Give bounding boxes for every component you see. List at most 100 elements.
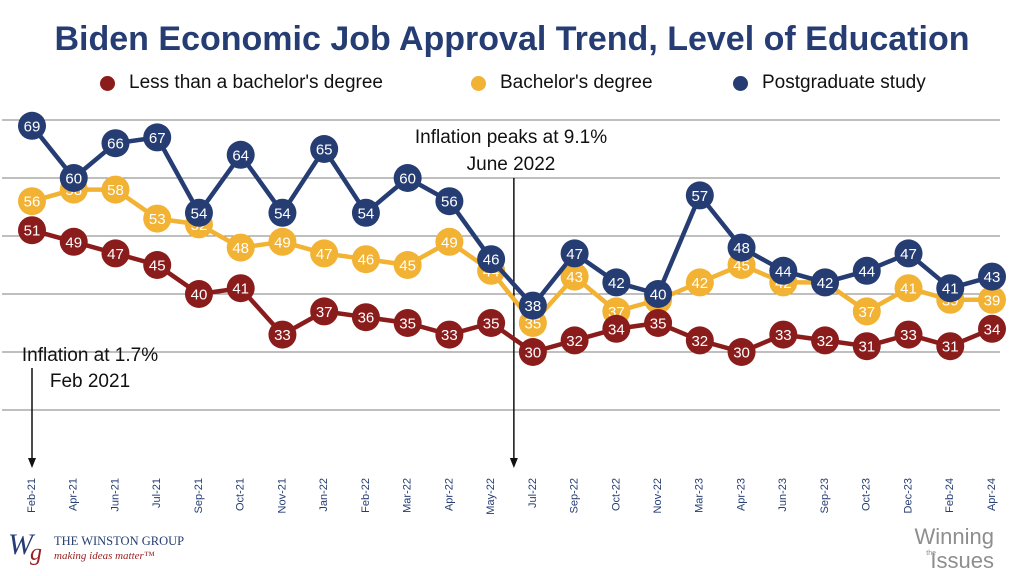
x-tick-label: Sep-21 bbox=[193, 478, 205, 513]
x-tick-label: Jun-23 bbox=[777, 478, 789, 512]
data-point bbox=[518, 338, 547, 366]
x-axis-ticks: Feb-21 Apr-21 Jun-21 Jul-21 Sep-21 Oct-21 Nov-… bbox=[26, 478, 998, 515]
legend-label: Less than a bachelor's degree bbox=[129, 72, 383, 93]
data-point bbox=[143, 251, 172, 279]
data-point bbox=[978, 262, 1006, 291]
annotations: Inflation at 1.7% Feb 2021 Inflation peaks… bbox=[22, 127, 607, 468]
data-point bbox=[310, 135, 339, 163]
data-label: 60 bbox=[65, 171, 82, 188]
data-label: 32 bbox=[817, 333, 834, 350]
x-tick-label: Sep-22 bbox=[569, 478, 581, 513]
data-point bbox=[143, 204, 172, 233]
x-tick-label: Dec-23 bbox=[902, 478, 914, 513]
x-tick-label: Feb-21 bbox=[26, 478, 38, 513]
data-label: 58 bbox=[107, 182, 124, 199]
data-label: 34 bbox=[608, 321, 625, 338]
legend: Less than a bachelor's degree Bachelor's… bbox=[0, 72, 1024, 100]
data-label: 46 bbox=[483, 252, 500, 269]
data-label: 48 bbox=[733, 240, 750, 257]
data-point bbox=[351, 198, 380, 227]
data-point bbox=[936, 332, 965, 361]
legend-item-less-than-bachelors: Less than a bachelor's degree bbox=[100, 72, 383, 94]
data-label: 30 bbox=[733, 345, 750, 362]
winston-group-logo: W g THE WINSTON GROUP making ideas matte… bbox=[8, 528, 208, 572]
data-label: 51 bbox=[24, 223, 41, 240]
data-point bbox=[268, 320, 297, 349]
x-tick-label: Nov-21 bbox=[276, 478, 288, 513]
data-point bbox=[560, 239, 589, 268]
data-label: 43 bbox=[984, 269, 1001, 286]
data-label: 41 bbox=[232, 281, 249, 298]
x-tick-label: May-22 bbox=[485, 478, 497, 515]
x-tick-label: Feb-22 bbox=[360, 478, 372, 513]
data-label: 56 bbox=[441, 194, 458, 211]
data-label: 33 bbox=[775, 327, 792, 344]
data-label: 39 bbox=[984, 292, 1001, 309]
data-point bbox=[351, 303, 380, 332]
data-point bbox=[18, 111, 46, 140]
data-label: 42 bbox=[817, 275, 834, 292]
data-point bbox=[685, 268, 714, 297]
annotation-arrowhead bbox=[509, 458, 518, 468]
data-label: 32 bbox=[566, 333, 583, 350]
data-point bbox=[393, 251, 422, 279]
data-label: 54 bbox=[274, 205, 291, 222]
data-point bbox=[894, 320, 923, 349]
logo-tagline: making ideas matter™ bbox=[54, 550, 155, 562]
data-label: 48 bbox=[232, 240, 249, 257]
data-label: 49 bbox=[274, 234, 291, 251]
annotation-text-line2: June 2022 bbox=[467, 154, 556, 175]
logo-mark-g: g bbox=[30, 540, 42, 566]
data-label: 45 bbox=[733, 258, 750, 275]
data-point bbox=[560, 326, 589, 355]
data-point bbox=[894, 239, 923, 268]
data-point bbox=[226, 140, 255, 169]
data-point bbox=[811, 326, 840, 355]
series-line bbox=[31, 228, 993, 355]
legend-marker bbox=[471, 75, 486, 91]
data-label: 36 bbox=[358, 310, 375, 327]
data-label: 33 bbox=[274, 327, 291, 344]
x-tick-label: Mar-22 bbox=[402, 478, 414, 513]
x-tick-label: Jun-21 bbox=[109, 478, 121, 512]
data-point bbox=[811, 268, 840, 297]
data-point bbox=[351, 245, 380, 274]
data-label: 65 bbox=[316, 142, 333, 159]
data-label: 57 bbox=[691, 188, 708, 205]
data-label: 67 bbox=[149, 130, 166, 147]
data-point bbox=[644, 280, 673, 308]
x-tick-label: Jul-21 bbox=[151, 478, 163, 508]
data-label: 64 bbox=[232, 147, 249, 164]
data-point bbox=[435, 320, 464, 349]
legend-label: Postgraduate study bbox=[762, 72, 926, 93]
data-point bbox=[602, 314, 631, 343]
data-point bbox=[518, 291, 547, 320]
data-point bbox=[143, 123, 172, 152]
x-tick-label: Jan-22 bbox=[318, 478, 330, 512]
data-label: 34 bbox=[984, 321, 1001, 338]
data-point bbox=[769, 320, 798, 349]
x-tick-label: Nov-22 bbox=[652, 478, 664, 513]
data-point bbox=[727, 338, 756, 366]
data-point bbox=[18, 216, 46, 245]
x-tick-label: Oct-21 bbox=[235, 478, 247, 511]
data-label: 49 bbox=[441, 234, 458, 251]
annotation-text-line1: Inflation peaks at 9.1% bbox=[415, 127, 607, 148]
data-point bbox=[727, 233, 756, 262]
data-point bbox=[184, 280, 213, 308]
brand-mid: the bbox=[926, 550, 936, 557]
data-point bbox=[685, 326, 714, 355]
data-point bbox=[477, 245, 506, 274]
data-label: 33 bbox=[441, 327, 458, 344]
x-tick-label: Apr-21 bbox=[68, 478, 80, 511]
data-point bbox=[101, 239, 130, 268]
data-point bbox=[18, 187, 46, 216]
x-tick-label: Feb-24 bbox=[944, 478, 956, 513]
data-point bbox=[268, 198, 297, 227]
data-point bbox=[560, 262, 589, 291]
data-label: 31 bbox=[942, 339, 959, 356]
legend-item-postgraduate: Postgraduate study bbox=[733, 72, 926, 94]
data-label: 35 bbox=[525, 316, 542, 333]
data-point bbox=[894, 274, 923, 303]
data-point bbox=[685, 181, 714, 210]
